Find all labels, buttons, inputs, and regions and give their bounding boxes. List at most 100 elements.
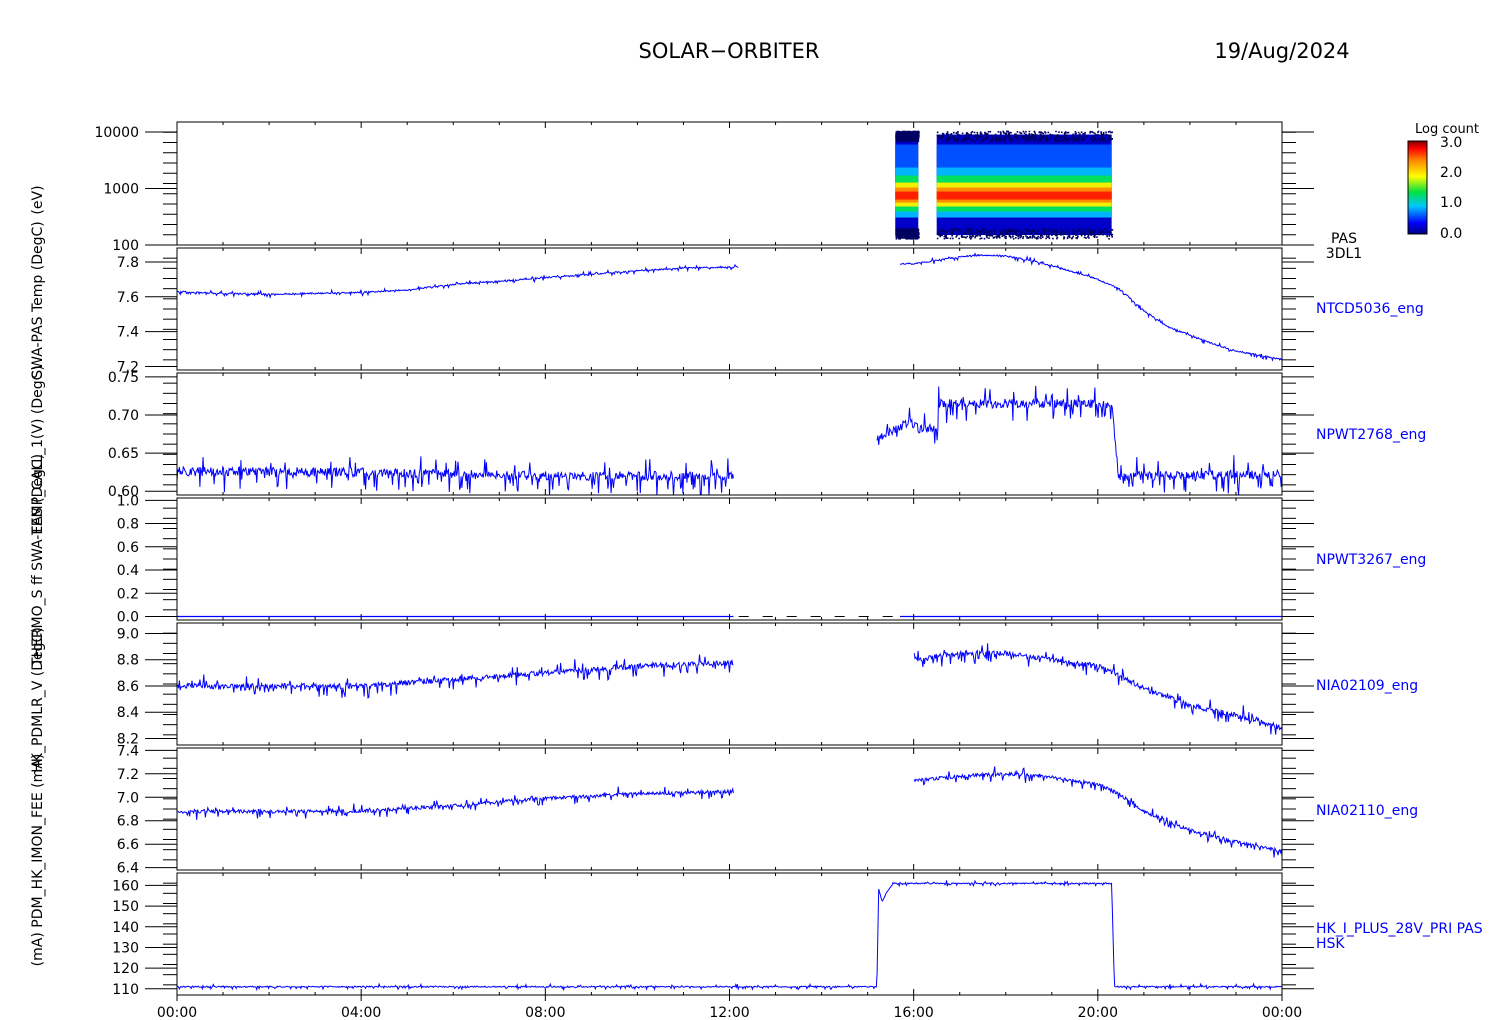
y-tick-label: 9.0 [117,626,139,642]
y-tick-label: 6.8 [117,814,139,830]
data-trace [177,252,1282,362]
panel-1: 7.8 7.6 7.4 7.2 NTCD5036_eng [117,247,1424,376]
y-tick-label: 0.0 [117,610,139,626]
x-tick-label: 00:00 [157,1005,197,1020]
y-tick-label: 6.6 [117,837,139,853]
panel-frame [176,121,1283,246]
y-tick-label: 0.75 [108,370,139,386]
y-ticks [145,623,1314,745]
y-ticks [145,498,1314,620]
series-label: NIA02110_eng [1316,803,1418,819]
x-tick-label: 08:00 [525,1005,565,1020]
x-tick-label: 04:00 [341,1005,381,1020]
series-label: NPWT2768_eng [1316,427,1426,443]
colorbar-tick-label: 2.0 [1440,165,1462,181]
panel-4: 9.0 8.8 8.6 8.4 8.2 NIA02109_eng [117,622,1418,747]
y-tick-label: 0.8 [117,517,139,533]
series-label: 3DL1 [1326,246,1362,262]
x-tick-label: 16:00 [893,1005,933,1020]
y-tick-label: 6.4 [117,861,139,877]
series-label: NTCD5036_eng [1316,301,1424,317]
y-tick-label: 8.8 [117,653,139,669]
y-tick-label: 130 [112,940,139,956]
spectrogram-block [895,130,920,240]
series-label: HK_I_PLUS_28V_PRI PAS [1316,921,1483,937]
panel-frame [176,622,1283,746]
y-tick-label: 160 [112,878,139,894]
y-axis-label: TEMP_CALL_1(V) (DegC) [30,365,46,536]
y-tick-label: 7.4 [117,325,139,341]
colorbar-title: Log count [1415,122,1479,137]
x-tick-label: 12:00 [709,1005,749,1020]
data-trace [177,879,1282,992]
panel-frame [176,747,1283,871]
y-tick-label: 100 [112,238,139,254]
x-tick-label: 00:00 [1262,1005,1302,1020]
y-tick-label: 150 [112,899,139,915]
spectrogram-speckle [936,130,1114,240]
y-tick-label: 7.6 [117,290,139,306]
y-ticks [145,122,1314,246]
panel-5: 7.4 7.2 7.0 6.8 6.6 6.4 NIA02110_eng [117,743,1418,876]
y-tick-label: 1.0 [117,493,139,509]
data-trace [177,385,1282,495]
y-tick-label: 7.4 [117,743,139,759]
y-ticks [145,873,1314,995]
y-tick-label: 8.2 [117,731,139,747]
panel-content [177,252,1282,362]
y-tick-label: 7.8 [117,255,139,271]
y-axis-label: THERMO_S ff SWA-EAS (DegC) [30,454,46,667]
series-label: NPWT3267_eng [1316,552,1426,568]
panel-6: 160 150 140 130 120 110 HK_I_PLUS_28V_PRI PASH… [112,872,1483,998]
panel-frame [176,497,1283,621]
y-tick-label: 0.70 [108,408,139,424]
panel-content [177,879,1282,992]
y-tick-label: 8.4 [117,705,139,721]
y-tick-label: 1000 [103,181,139,197]
y-axis-label: (eV) [30,185,46,214]
colorbar-tick-label: 1.0 [1440,195,1462,211]
data-trace [177,766,1282,858]
x-tick-label: 20:00 [1078,1005,1118,1020]
panel-content [177,766,1282,858]
spectrogram-band [895,191,919,200]
spectrogram-block [936,130,1114,240]
colorbar-tick-label: 3.0 [1440,135,1462,151]
y-tick-label: 0.60 [108,484,139,500]
y-tick-label: 0.2 [117,586,139,602]
spectrogram-speckle [895,130,920,240]
spectrogram-band [936,191,1112,200]
y-axis-label: (mA) PDM_HK_IMON_FEE (mA) [30,754,46,967]
y-tick-label: 110 [112,982,139,998]
data-trace [177,643,1282,735]
y-tick-label: 7.0 [117,790,139,806]
y-axis-label: SWA-PAS Temp (DegC) [30,221,46,379]
plot-date: 19/Aug/2024 [1214,39,1349,63]
time-axis: 00:00 04:00 08:00 12:00 16:00 20:00 00:00 [157,995,1302,1020]
panel-content [895,130,1114,240]
y-tick-label: 10000 [94,125,139,141]
panel-content [177,385,1282,495]
series-label: HSK [1316,936,1345,952]
panel-2: 0.75 0.70 0.65 0.60 NPWT2768_eng [108,370,1426,500]
y-axis-label: HK_PDMLR_V (DegC) [30,627,46,773]
y-tick-label: 0.4 [117,563,139,579]
panel-frame [176,872,1283,996]
y-tick-label: 140 [112,920,139,936]
colorbar-tick-label: 0.0 [1440,226,1462,242]
y-ticks [145,748,1314,870]
y-tick-label: 120 [112,961,139,977]
series-label: PAS [1331,231,1357,247]
y-tick-label: 0.6 [117,540,139,556]
panel-3: 1.0 0.8 0.6 0.4 0.2 0.0 NPWT3267_eng [117,493,1427,625]
y-ticks [145,373,1314,495]
y-tick-label: 8.6 [117,679,139,695]
y-tick-label: 7.2 [117,360,139,376]
series-label: NIA02109_eng [1316,678,1418,694]
colorbar [1407,140,1428,235]
y-tick-label: 0.65 [108,446,139,462]
panel-content [177,643,1282,735]
